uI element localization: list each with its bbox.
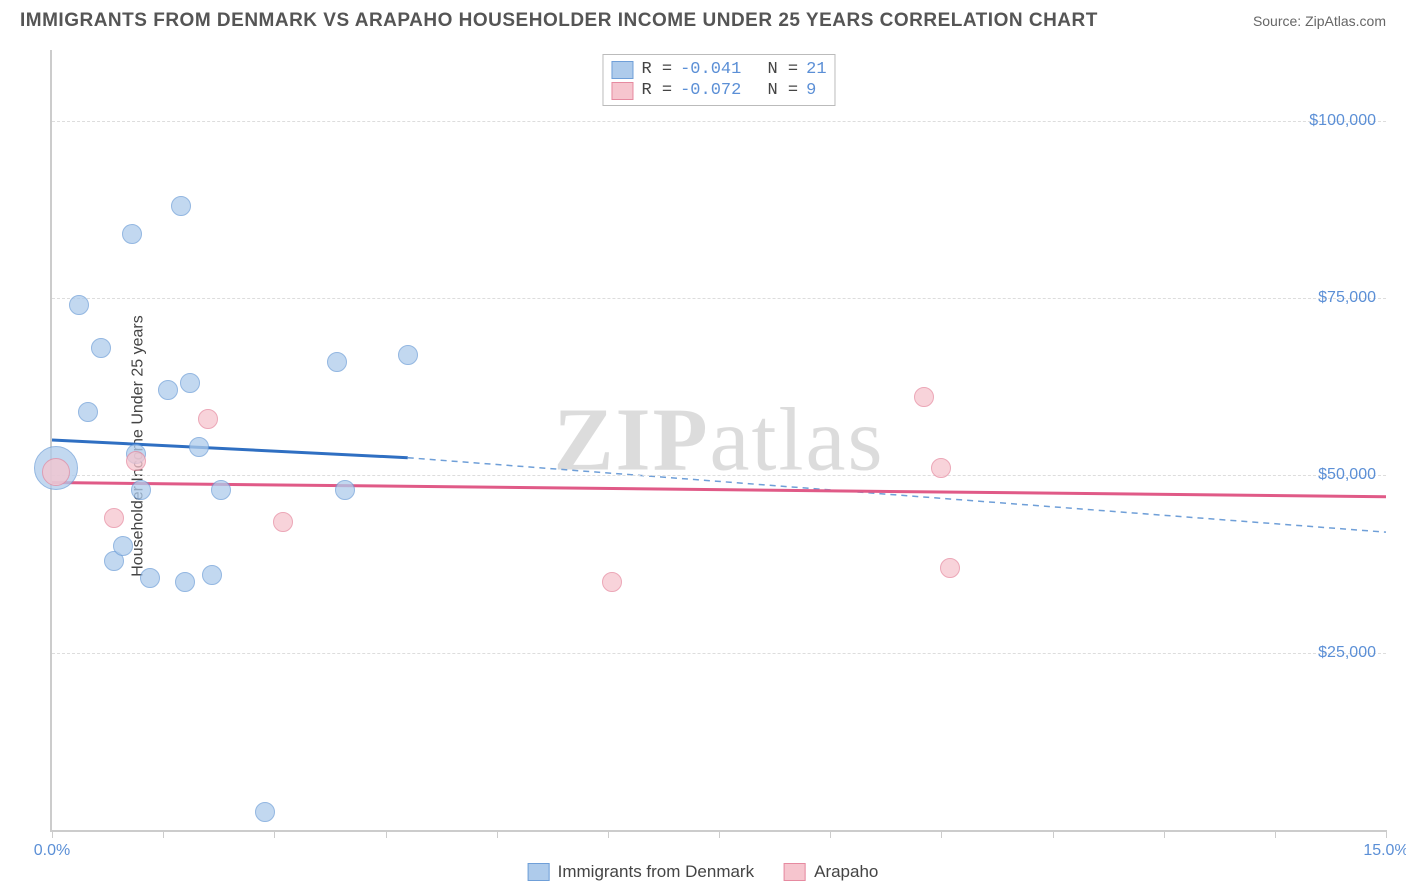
x-tick [1275, 830, 1276, 838]
gridline [52, 121, 1386, 122]
trend-line [408, 458, 1386, 532]
trend-lines [52, 50, 1386, 830]
data-point-series-0 [175, 572, 195, 592]
series-legend: Immigrants from Denmark Arapaho [528, 862, 879, 882]
data-point-series-1 [104, 508, 124, 528]
data-point-series-0 [131, 480, 151, 500]
data-point-series-0 [335, 480, 355, 500]
y-tick-label: $75,000 [1318, 289, 1376, 307]
data-point-series-0 [202, 565, 222, 585]
y-tick-label: $100,000 [1309, 112, 1376, 130]
y-tick-label: $25,000 [1318, 644, 1376, 662]
x-tick [608, 830, 609, 838]
data-point-series-0 [158, 380, 178, 400]
data-point-series-1 [42, 458, 70, 486]
x-tick [386, 830, 387, 838]
source-attribution: Source: ZipAtlas.com [1253, 13, 1386, 29]
gridline [52, 475, 1386, 476]
legend-item-1: Arapaho [784, 862, 878, 882]
data-point-series-1 [914, 387, 934, 407]
trend-line [52, 483, 1386, 497]
data-point-series-1 [940, 558, 960, 578]
x-tick [1053, 830, 1054, 838]
data-point-series-0 [180, 373, 200, 393]
data-point-series-1 [931, 458, 951, 478]
data-point-series-0 [171, 196, 191, 216]
data-point-series-0 [69, 295, 89, 315]
chart-title: IMMIGRANTS FROM DENMARK VS ARAPAHO HOUSE… [20, 10, 1098, 32]
legend-label: Immigrants from Denmark [558, 862, 754, 882]
legend-item-0: Immigrants from Denmark [528, 862, 754, 882]
data-point-series-0 [113, 536, 133, 556]
data-point-series-0 [91, 338, 111, 358]
data-point-series-0 [189, 437, 209, 457]
trend-line [52, 440, 408, 458]
x-tick [274, 830, 275, 838]
data-point-series-0 [140, 568, 160, 588]
swatch-icon [611, 61, 633, 79]
swatch-icon [784, 863, 806, 881]
legend-row-series-1: R = -0.072 N = 9 [611, 80, 826, 101]
swatch-icon [611, 82, 633, 100]
swatch-icon [528, 863, 550, 881]
x-tick [52, 830, 53, 838]
data-point-series-0 [211, 480, 231, 500]
scatter-chart: ZIPatlas R = -0.041 N = 21 R = -0.072 N … [50, 50, 1386, 832]
data-point-series-1 [273, 512, 293, 532]
gridline [52, 298, 1386, 299]
data-point-series-0 [327, 352, 347, 372]
data-point-series-1 [198, 409, 218, 429]
x-tick [163, 830, 164, 838]
x-tick [497, 830, 498, 838]
data-point-series-1 [126, 451, 146, 471]
x-tick [719, 830, 720, 838]
data-point-series-0 [122, 224, 142, 244]
legend-row-series-0: R = -0.041 N = 21 [611, 59, 826, 80]
x-tick [1386, 830, 1387, 838]
correlation-legend: R = -0.041 N = 21 R = -0.072 N = 9 [602, 54, 835, 106]
x-tick [830, 830, 831, 838]
x-tick [1164, 830, 1165, 838]
gridline [52, 653, 1386, 654]
x-tick [941, 830, 942, 838]
data-point-series-1 [602, 572, 622, 592]
x-tick-label: 15.0% [1363, 842, 1406, 860]
data-point-series-0 [255, 802, 275, 822]
y-tick-label: $50,000 [1318, 466, 1376, 484]
data-point-series-0 [398, 345, 418, 365]
data-point-series-0 [78, 402, 98, 422]
legend-label: Arapaho [814, 862, 878, 882]
x-tick-label: 0.0% [34, 842, 70, 860]
